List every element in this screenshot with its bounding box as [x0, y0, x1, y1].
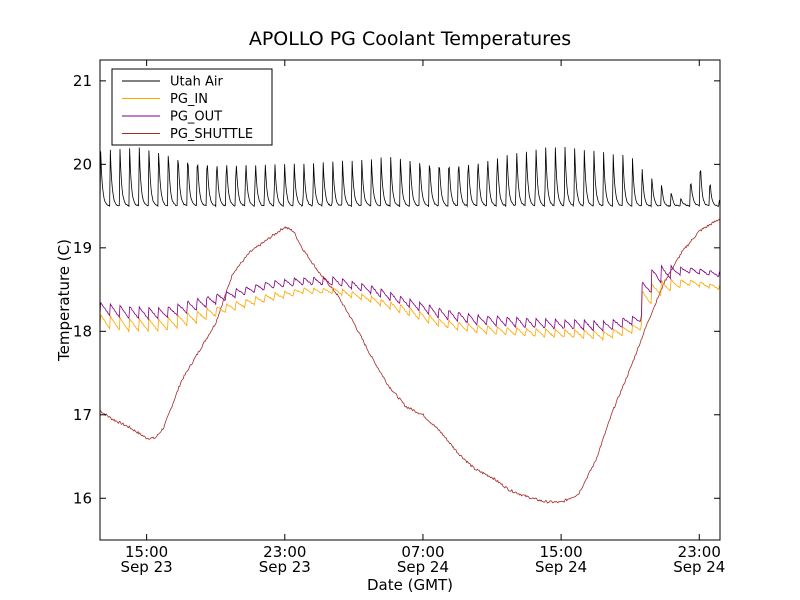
x-tick-time-label: 23:00	[263, 543, 306, 561]
series-line-pg-shuttle	[100, 218, 720, 504]
series-line-pg-out	[100, 264, 720, 333]
axes-frame	[99, 59, 721, 541]
x-tick-time-label: 15:00	[539, 543, 582, 561]
legend-entry-label: PG_IN	[170, 92, 208, 107]
series-line-utah-air	[100, 146, 720, 208]
y-tick-label: 19	[73, 239, 92, 257]
y-tick-label: 18	[73, 322, 92, 340]
legend-box	[111, 68, 273, 146]
x-tick-date-label: Sep 24	[397, 558, 449, 576]
y-tick-label: 21	[73, 72, 92, 90]
x-tick-date-label: Sep 24	[535, 558, 587, 576]
y-tick-label: 16	[73, 489, 92, 507]
x-tick-time-label: 23:00	[678, 543, 721, 561]
x-tick-date-label: Sep 24	[673, 558, 725, 576]
x-tick-time-label: 07:00	[401, 543, 444, 561]
x-tick-date-label: Sep 23	[121, 558, 173, 576]
series-line-pg-in	[100, 278, 720, 342]
y-tick-label: 17	[73, 406, 92, 424]
y-tick-label: 20	[73, 155, 92, 173]
chart-title: APOLLO PG Coolant Temperatures	[249, 28, 571, 50]
legend-entry-label: PG_OUT	[170, 110, 222, 125]
x-axis-label: Date (GMT)	[367, 576, 453, 594]
plot-area	[100, 146, 720, 504]
legend: Utah Air PG_IN PG_OUT PG_SHUTTLE	[111, 68, 273, 146]
legend-entry-label: Utah Air	[170, 75, 223, 90]
x-tick-date-label: Sep 23	[259, 558, 311, 576]
y-axis-label: Temperature (C)	[55, 239, 73, 362]
x-tick-time-label: 15:00	[125, 543, 168, 561]
legend-entry-label: PG_SHUTTLE	[170, 127, 253, 142]
